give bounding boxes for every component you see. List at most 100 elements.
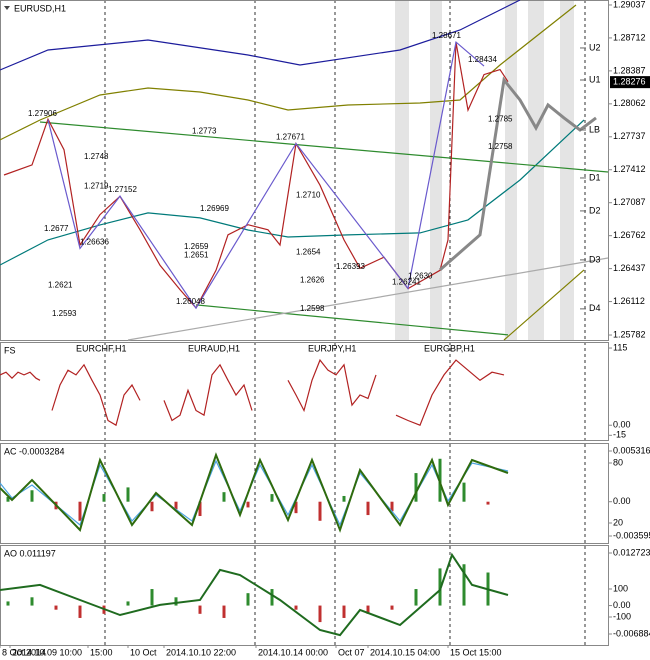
histogram-bar: [414, 473, 418, 502]
histogram-bar: [150, 589, 154, 606]
price-annotation: 1.2773: [192, 127, 217, 136]
histogram-bar: [318, 501, 322, 521]
y-tick-label: 0.005316: [613, 445, 650, 455]
y-tick-label: 1.27087: [613, 197, 646, 207]
price-annotation: 1.26393: [336, 262, 365, 271]
series-line: [0, 358, 505, 427]
band: [430, 0, 442, 340]
histogram-bar: [342, 495, 346, 502]
histogram-bar: [30, 490, 34, 502]
histogram-bar: [390, 501, 394, 512]
menu-arrow: [4, 6, 10, 10]
x-tick-label: 2014.10.09 10:00: [12, 647, 82, 657]
y-tick-label: 115: [613, 342, 627, 352]
band: [528, 0, 544, 340]
series-line: [0, 0, 521, 71]
histogram-bar: [6, 496, 10, 502]
histogram-bar: [78, 501, 82, 521]
price-annotation: 1.2785: [488, 114, 513, 123]
series-line: [39, 121, 609, 173]
series-line: [47, 40, 485, 310]
last-price-label: 1.28276: [613, 77, 646, 87]
series-line: [127, 257, 609, 341]
y-tick-label: 0.00: [613, 420, 631, 430]
y-tick-label: 0.012723: [613, 547, 650, 557]
price-annotation: 1.2630: [408, 272, 433, 281]
histogram-bar: [150, 501, 154, 512]
price-annotation: 1.26048: [176, 297, 205, 306]
price-annotation: 1.2677: [44, 224, 69, 233]
level-label: LB: [589, 124, 600, 134]
y-tick-label: 1.29037: [613, 0, 646, 9]
price-annotation: 1.2659: [184, 242, 209, 251]
y-tick-label: 1.28387: [613, 65, 646, 75]
x-tick-label: 2014.10.10 22:00: [166, 647, 236, 657]
level-label: D2: [589, 205, 601, 215]
histogram-bar: [270, 589, 274, 606]
y-tick-label: -100: [613, 611, 631, 621]
price-annotation: 1.28671: [432, 31, 461, 40]
series-line: [439, 76, 597, 272]
price-annotation: 1.2654: [296, 247, 321, 256]
histogram-bar: [462, 564, 466, 606]
y-tick-label: 1.26762: [613, 230, 646, 240]
level-label: D4: [589, 303, 601, 313]
histogram-bar: [222, 605, 226, 618]
histogram-bar: [366, 605, 370, 614]
series-line: [0, 4, 577, 141]
histogram-bar: [486, 501, 490, 505]
price-annotation: 1.26241: [392, 278, 421, 287]
histogram-bar: [126, 601, 130, 606]
panel-frame: [0, 342, 609, 441]
panel-title: AC -0.0003284: [4, 446, 65, 456]
panel-frame: [0, 0, 609, 341]
y-tick-label: 0.00: [613, 600, 631, 610]
y-tick-label: 1.26112: [613, 296, 645, 306]
histogram-bar: [6, 601, 10, 606]
price-annotation: 1.26636: [80, 238, 109, 247]
price-annotation: 1.2710: [296, 190, 321, 199]
panel-title: AO 0.011197: [4, 548, 56, 558]
histogram-bar: [222, 492, 226, 502]
y-tick-label: -0.006884: [613, 628, 650, 638]
histogram-bar: [54, 605, 58, 610]
session-bands: [395, 0, 574, 340]
x-tick-label: 2014.10.15 04:00: [370, 647, 440, 657]
series-line: [503, 269, 585, 341]
histogram-bar: [414, 589, 418, 606]
histogram-bar: [174, 597, 178, 606]
panel-title: FS: [4, 345, 16, 355]
price-annotation: 1.2621: [48, 281, 73, 290]
y-tick-label: 100: [613, 583, 628, 593]
histogram-bar: [246, 593, 250, 606]
level-label: U1: [589, 74, 601, 84]
histogram-bar: [198, 605, 202, 614]
histogram-bar: [318, 605, 322, 623]
y-tick-label: -15: [613, 430, 626, 440]
x-tick-label: 2014.10.14 00:00: [258, 647, 328, 657]
series-line: [0, 552, 509, 637]
y-tick-label: 1.27737: [613, 131, 646, 141]
histogram-bar: [294, 605, 298, 610]
price-annotation: 1.27671: [276, 133, 305, 142]
price-annotation: 1.2593: [52, 309, 77, 318]
panel-frame: [0, 443, 609, 544]
price-annotation: 1.2651: [184, 250, 209, 259]
band: [395, 0, 409, 340]
x-tick-label: Oct 07: [338, 647, 365, 657]
histogram-bar: [78, 605, 82, 618]
panel-frames: [0, 0, 609, 646]
y-tick-label: -0.003595: [613, 530, 650, 540]
histogram-bar: [390, 605, 394, 610]
y-tick-label: 20: [613, 517, 623, 527]
histogram-bar: [30, 597, 34, 606]
price-annotation: 1.2758: [488, 142, 513, 151]
histogram-bar: [126, 487, 130, 502]
price-annotation: 1.27906: [28, 109, 57, 118]
band: [505, 0, 517, 340]
pair-label: EURJPY,H1: [308, 343, 356, 353]
histogram-bar: [270, 494, 274, 502]
series-line: [3, 42, 509, 309]
x-tick-label: 15:00: [90, 647, 113, 657]
